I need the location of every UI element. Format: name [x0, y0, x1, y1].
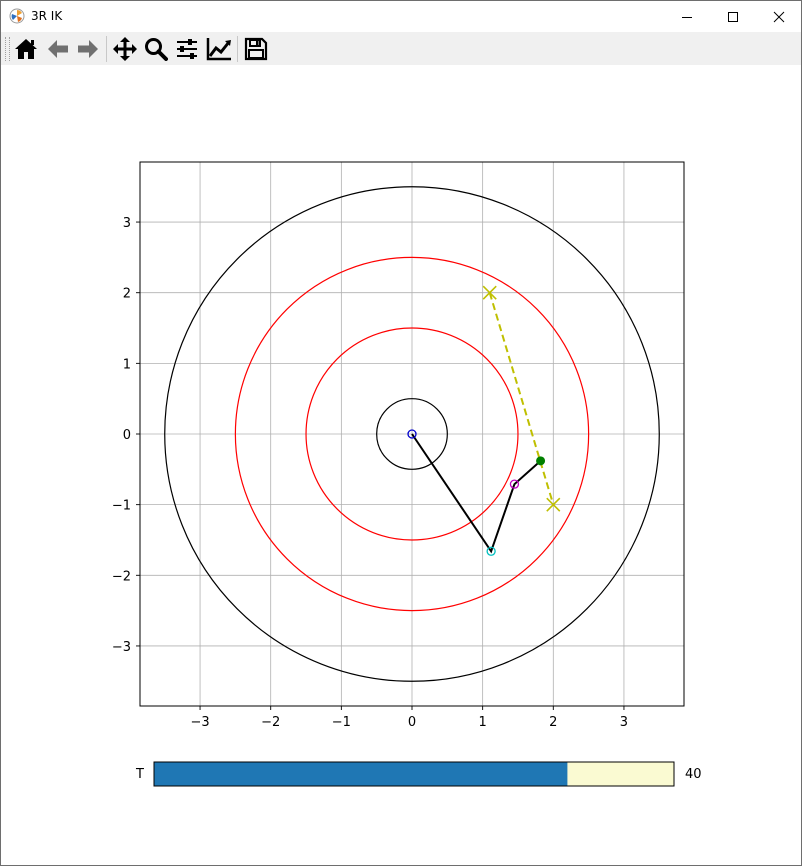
x-tick-label: 3 [620, 715, 628, 730]
floppy-disk-icon [244, 37, 268, 61]
y-tick-label: 0 [123, 428, 131, 443]
zoom-button[interactable] [142, 36, 170, 62]
forward-button[interactable] [74, 36, 102, 62]
joint-marker [509, 479, 520, 489]
title-bar: 3R IK [1, 1, 801, 32]
workspace-circle [164, 186, 660, 682]
y-tick-label: 3 [123, 216, 131, 231]
workspace-circle [305, 327, 519, 541]
x-tick-label: 2 [549, 715, 557, 730]
x-tick-label: −1 [332, 715, 351, 730]
sliders-icon [177, 39, 197, 59]
close-icon [773, 11, 785, 22]
toolbar-separator [237, 36, 238, 62]
toolbar-grip[interactable] [5, 37, 10, 61]
navigation-toolbar [1, 32, 801, 65]
y-tick-label: 2 [123, 287, 131, 302]
edit-axis-button[interactable] [205, 36, 233, 62]
figure-canvas[interactable]: −3 −2 −1 0 1 2 3 −3 −2 −1 0 1 2 3 T 40 [1, 65, 801, 865]
x-tick-label: 1 [479, 715, 487, 730]
move-icon [113, 37, 137, 61]
window-title: 3R IK [31, 9, 63, 23]
toolbar-separator [106, 36, 107, 62]
workspace-circle [234, 256, 590, 612]
y-tick-label: −3 [112, 640, 131, 655]
joint-marker [486, 546, 496, 556]
arrow-right-icon [78, 40, 98, 58]
y-tick-label: −1 [112, 499, 131, 514]
matplotlib-logo-icon [9, 8, 25, 24]
robot-arm-links [411, 433, 542, 554]
magnifier-icon [145, 38, 168, 61]
y-tick-label: −2 [112, 569, 131, 584]
trajectory-endpoint-marker [546, 497, 561, 512]
arrow-left-icon [48, 40, 68, 58]
maximize-icon [728, 11, 738, 22]
slider-value: 40 [685, 767, 702, 782]
x-tick-label: −3 [190, 715, 209, 730]
end-effector-marker [536, 456, 546, 466]
pan-button[interactable] [111, 36, 139, 62]
slider-fill[interactable] [154, 762, 568, 786]
joint-marker [407, 429, 417, 439]
y-tick-label: 1 [123, 357, 131, 372]
minimize-button[interactable] [664, 1, 710, 32]
slider-label: T [135, 767, 144, 782]
slider-frame [153, 761, 675, 787]
home-icon [15, 39, 37, 59]
close-button[interactable] [756, 1, 802, 32]
trajectory-endpoint-marker [482, 285, 497, 300]
back-button[interactable] [44, 36, 72, 62]
minimize-icon [682, 16, 692, 18]
x-tick-label: 0 [408, 715, 416, 730]
trajectory-line [488, 292, 555, 505]
x-tick-label: −2 [261, 715, 280, 730]
workspace-circle [376, 398, 448, 470]
maximize-button[interactable] [710, 1, 756, 32]
save-button[interactable] [242, 36, 270, 62]
home-button[interactable] [12, 36, 40, 62]
configure-subplots-button[interactable] [173, 36, 201, 62]
line-chart-icon [206, 38, 231, 61]
